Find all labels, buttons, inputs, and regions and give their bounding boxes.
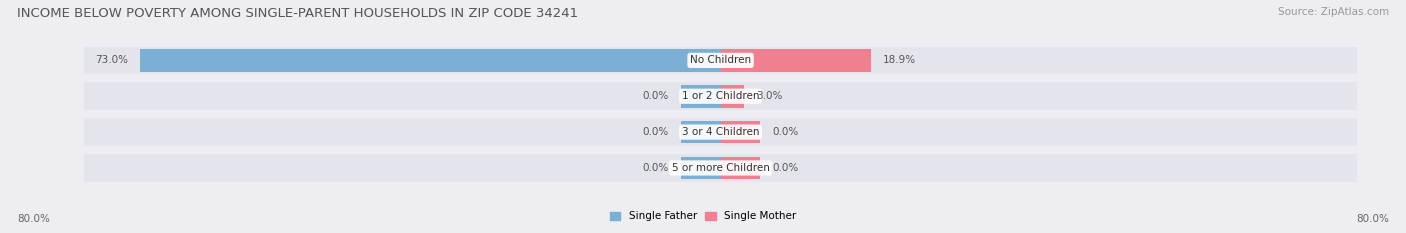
Bar xyxy=(681,157,721,179)
Text: 0.0%: 0.0% xyxy=(772,127,799,137)
Bar xyxy=(721,85,744,108)
Text: INCOME BELOW POVERTY AMONG SINGLE-PARENT HOUSEHOLDS IN ZIP CODE 34241: INCOME BELOW POVERTY AMONG SINGLE-PARENT… xyxy=(17,7,578,20)
Text: No Children: No Children xyxy=(690,55,751,65)
Bar xyxy=(721,121,761,143)
Text: 0.0%: 0.0% xyxy=(772,163,799,173)
Text: 1 or 2 Children: 1 or 2 Children xyxy=(682,91,759,101)
Bar xyxy=(721,157,761,179)
Text: 0.0%: 0.0% xyxy=(643,163,669,173)
Bar xyxy=(141,49,721,72)
Text: 5 or more Children: 5 or more Children xyxy=(672,163,769,173)
Bar xyxy=(681,121,721,143)
Bar xyxy=(681,85,721,108)
Text: 3 or 4 Children: 3 or 4 Children xyxy=(682,127,759,137)
Text: Source: ZipAtlas.com: Source: ZipAtlas.com xyxy=(1278,7,1389,17)
Text: 18.9%: 18.9% xyxy=(883,55,915,65)
Legend: Single Father, Single Mother: Single Father, Single Mother xyxy=(606,207,800,226)
Text: 3.0%: 3.0% xyxy=(756,91,783,101)
Text: 80.0%: 80.0% xyxy=(17,214,49,224)
Text: 0.0%: 0.0% xyxy=(643,127,669,137)
Text: 73.0%: 73.0% xyxy=(96,55,128,65)
Text: 80.0%: 80.0% xyxy=(1357,214,1389,224)
Text: 0.0%: 0.0% xyxy=(643,91,669,101)
Bar xyxy=(721,49,870,72)
